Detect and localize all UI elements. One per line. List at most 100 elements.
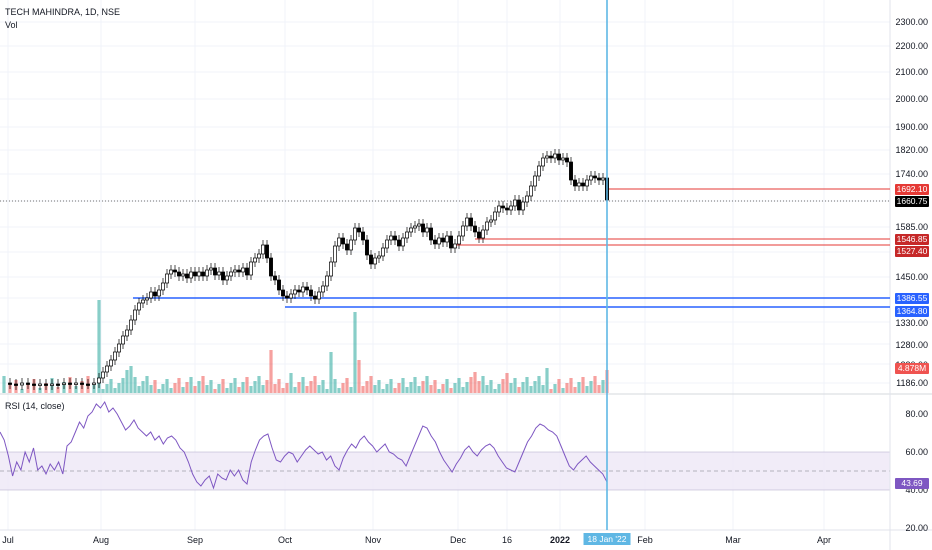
volume-bar	[569, 378, 573, 393]
volume-bar	[365, 381, 369, 393]
volume-bar	[373, 385, 377, 393]
candle-body	[373, 257, 377, 265]
candle-body	[165, 273, 169, 284]
candle-body	[141, 299, 145, 304]
volume-bar	[285, 383, 289, 393]
rsi-legend[interactable]: RSI (14, close)	[5, 401, 65, 411]
candle-body	[445, 235, 449, 243]
candle-body	[177, 271, 181, 277]
candle-body	[581, 182, 585, 187]
candle-body	[185, 273, 189, 279]
volume-bar	[389, 379, 393, 393]
volume-bar	[409, 382, 413, 393]
volume-bar	[97, 300, 101, 393]
candle-body	[297, 289, 301, 293]
candle-body	[337, 237, 341, 247]
volume-bar	[461, 387, 465, 393]
volume-bar	[321, 380, 325, 393]
volume-bar	[465, 382, 469, 393]
candle-body	[193, 271, 197, 277]
candle-body	[309, 289, 313, 297]
volume-bar	[349, 387, 353, 393]
candle-body	[473, 225, 477, 233]
price-tick: 1585.00	[895, 222, 928, 232]
volume-bar	[393, 388, 397, 393]
volume-bar	[2, 376, 6, 393]
volume-bar	[585, 386, 589, 393]
candle-body	[577, 182, 581, 187]
volume-bar	[509, 383, 513, 393]
candle-body	[221, 271, 225, 281]
symbol-legend[interactable]: TECH MAHINDRA, 1D, NSE	[5, 7, 121, 17]
candle-body	[517, 199, 521, 211]
candle-body	[497, 205, 501, 213]
crosshair-date-tag: 18 Jan '22	[583, 533, 631, 545]
volume-bar	[74, 386, 78, 393]
candle-body	[209, 267, 213, 271]
volume-bar	[405, 387, 409, 393]
candle-body	[153, 291, 157, 297]
candle-body	[457, 235, 461, 245]
candle-body	[553, 153, 557, 159]
candle-body	[369, 254, 373, 265]
candle-body	[405, 231, 409, 239]
candle-body	[493, 211, 497, 221]
time-tick: Nov	[364, 535, 382, 545]
candle-body	[101, 371, 105, 379]
candle-body	[201, 271, 205, 277]
volume-bar	[109, 379, 113, 393]
volume-bar	[189, 377, 193, 393]
candle-body	[485, 221, 489, 231]
volume-bar	[517, 387, 521, 393]
volume-bar	[505, 373, 509, 393]
volume-bar	[309, 381, 313, 393]
candle-body	[449, 235, 453, 249]
candle-body	[113, 351, 117, 361]
candle-body	[181, 273, 185, 277]
volume-legend[interactable]: Vol	[5, 20, 18, 30]
volume-bar	[233, 378, 237, 393]
volume-bar	[177, 378, 181, 393]
time-tick: Dec	[449, 535, 467, 545]
candle-body	[137, 302, 141, 311]
chart-grid	[0, 0, 890, 530]
volume-bar	[165, 379, 169, 393]
candle-body	[593, 175, 597, 179]
volume-bar	[381, 389, 385, 393]
volume-bar	[257, 376, 261, 393]
volume-bar	[181, 387, 185, 393]
volume-bar	[161, 384, 165, 393]
candle-body	[44, 383, 48, 386]
candle-body	[569, 161, 573, 181]
volume-bar	[337, 388, 341, 393]
volume-bar	[269, 350, 273, 393]
support-tag-1386: 1386.55	[895, 293, 929, 304]
volume-bar	[593, 376, 597, 393]
volume-bar	[129, 366, 133, 393]
price-tick: 2200.00	[895, 41, 928, 51]
candle-body	[229, 271, 233, 277]
candle-body	[245, 267, 249, 276]
candle-body	[585, 179, 589, 187]
candle-body	[377, 255, 381, 259]
volume-bar	[485, 385, 489, 393]
volume-bar	[537, 376, 541, 393]
volume-bar	[397, 383, 401, 393]
candle-body	[565, 157, 569, 163]
candle-body	[26, 382, 30, 385]
candle-body	[353, 227, 357, 241]
rsi-value-tag: 43.69	[895, 478, 929, 489]
volume-bar	[429, 385, 433, 393]
volume-bar	[425, 376, 429, 393]
candle-body	[465, 217, 469, 227]
candle-body	[429, 227, 433, 241]
volume-bar	[281, 388, 285, 393]
volume-bar	[157, 389, 161, 393]
candle-body	[169, 269, 173, 275]
candle-body	[437, 237, 441, 245]
candle-body	[68, 382, 72, 385]
volume-bar	[277, 379, 281, 393]
volume-bar	[169, 388, 173, 393]
volume-bar	[237, 387, 241, 393]
